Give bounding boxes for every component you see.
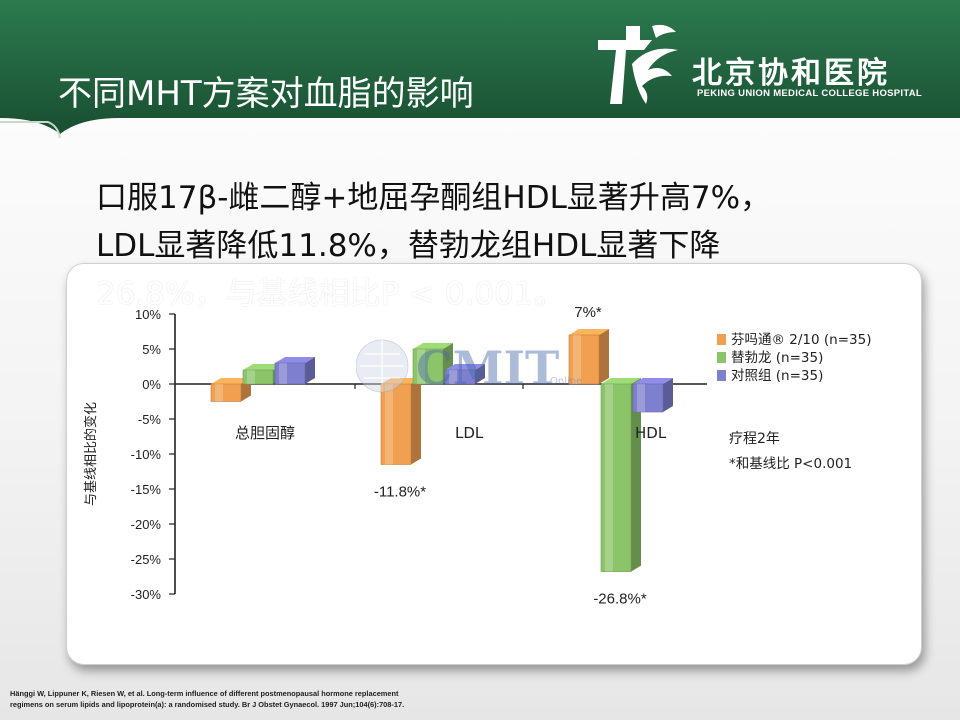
bar-highlight bbox=[417, 349, 425, 384]
bar-side bbox=[663, 378, 673, 412]
bar-0-0 bbox=[210, 383, 242, 402]
bar-top bbox=[413, 343, 453, 349]
bar-top bbox=[601, 378, 641, 384]
legend-label: 芬吗通® 2/10 (n=35) bbox=[731, 332, 871, 348]
y-tick-label: -30% bbox=[131, 587, 162, 602]
bar-2-1 bbox=[444, 369, 476, 385]
pumch-emblem-icon bbox=[598, 24, 678, 104]
bar-top bbox=[569, 329, 609, 335]
bar-0-2 bbox=[568, 334, 600, 385]
bar-highlight bbox=[573, 335, 581, 384]
y-axis-label: 与基线相比的变化 bbox=[83, 402, 99, 506]
y-tick-label: -10% bbox=[131, 447, 162, 462]
bar-side bbox=[305, 357, 315, 384]
y-tick-label: -25% bbox=[131, 552, 162, 567]
bar-chart: 10% 5% 0% -5% -10% -15% -20% -25% -30% 与基线相比的变化 总胆… bbox=[83, 304, 871, 608]
bar-2-2 bbox=[632, 383, 664, 413]
summary-line-2: LDL显著降低11.8%，替勃龙组HDL显著下降 bbox=[96, 228, 721, 264]
bar-highlight bbox=[247, 370, 255, 384]
citation: Hänggi W, Lippuner K, Riesen W, et al. L… bbox=[10, 688, 404, 710]
bar-0-1 bbox=[380, 383, 412, 465]
logo-chinese-name: 北京协和医院 bbox=[692, 56, 890, 91]
y-tick-label: 5% bbox=[142, 342, 161, 357]
bar-top bbox=[445, 364, 485, 370]
bar-highlight bbox=[279, 363, 287, 384]
annotation-significance: *和基线比 P<0.001 bbox=[729, 455, 852, 472]
legend-label: 对照组 (n=35) bbox=[731, 368, 823, 384]
legend-swatch bbox=[717, 334, 726, 345]
category-label: HDL bbox=[635, 424, 667, 442]
data-label: -26.8%* bbox=[593, 591, 647, 608]
bar-1-1 bbox=[412, 348, 444, 385]
annotation-duration: 疗程2年 bbox=[729, 431, 780, 447]
watermark-text: CMIT bbox=[416, 341, 559, 395]
legend-swatch bbox=[717, 370, 726, 381]
summary-text: 口服17β-雌二醇+地屈孕酮组HDL显著升高7%， LDL显著降低11.8%，替… bbox=[96, 174, 906, 318]
chart-panel: 10% 5% 0% -5% -10% -15% -20% -25% -30% 与基线相比的变化 总胆… bbox=[66, 263, 922, 665]
category-label: LDL bbox=[455, 424, 484, 442]
bar-highlight bbox=[605, 384, 613, 572]
bar-side bbox=[599, 329, 609, 384]
y-tick-label: -20% bbox=[131, 517, 162, 532]
bar-1-2 bbox=[600, 383, 632, 572]
summary-line-3: 26.8%，与基线相比P < 0.001。 bbox=[96, 276, 565, 312]
bar-top bbox=[243, 364, 283, 370]
bar-highlight bbox=[215, 384, 223, 402]
bar-2-0 bbox=[274, 362, 306, 385]
y-tick-label: -15% bbox=[131, 482, 162, 497]
page-title: 不同MHT方案对血脂的影响 bbox=[58, 74, 474, 114]
bar-side bbox=[411, 378, 421, 465]
bar-highlight bbox=[637, 384, 645, 412]
bar-top bbox=[633, 378, 673, 384]
summary-line-1: 口服17β-雌二醇+地屈孕酮组HDL显著升高7%， bbox=[96, 180, 772, 216]
citation-line-1: Hänggi W, Lippuner K, Riesen W, et al. L… bbox=[10, 689, 399, 698]
bar-highlight bbox=[449, 370, 457, 384]
logo-english-name: PEKING UNION MEDICAL COLLEGE HOSPITAL bbox=[697, 88, 923, 99]
cmit-watermark: CMIT Online bbox=[356, 339, 582, 395]
header-band bbox=[0, 0, 960, 139]
data-label: 7%* bbox=[574, 304, 602, 321]
bar-1-0 bbox=[242, 369, 274, 385]
watermark-subtext: Online bbox=[550, 376, 582, 387]
bar-highlight bbox=[385, 384, 393, 465]
bar-top bbox=[381, 378, 421, 384]
bar-side bbox=[631, 378, 641, 572]
bar-top bbox=[211, 378, 251, 384]
citation-line-2: regimens on serum lipids and lipoprotein… bbox=[10, 700, 405, 709]
category-label: 总胆固醇 bbox=[235, 424, 295, 442]
y-tick-label: 0% bbox=[142, 377, 161, 392]
legend-swatch bbox=[717, 352, 726, 363]
data-label: -11.8%* bbox=[374, 484, 426, 501]
legend-label: 替勃龙 (n=35) bbox=[731, 350, 823, 366]
bar-side bbox=[475, 364, 485, 384]
y-tick-label: 10% bbox=[135, 307, 161, 322]
y-tick-label: -5% bbox=[138, 412, 162, 427]
bar-top bbox=[275, 357, 315, 363]
